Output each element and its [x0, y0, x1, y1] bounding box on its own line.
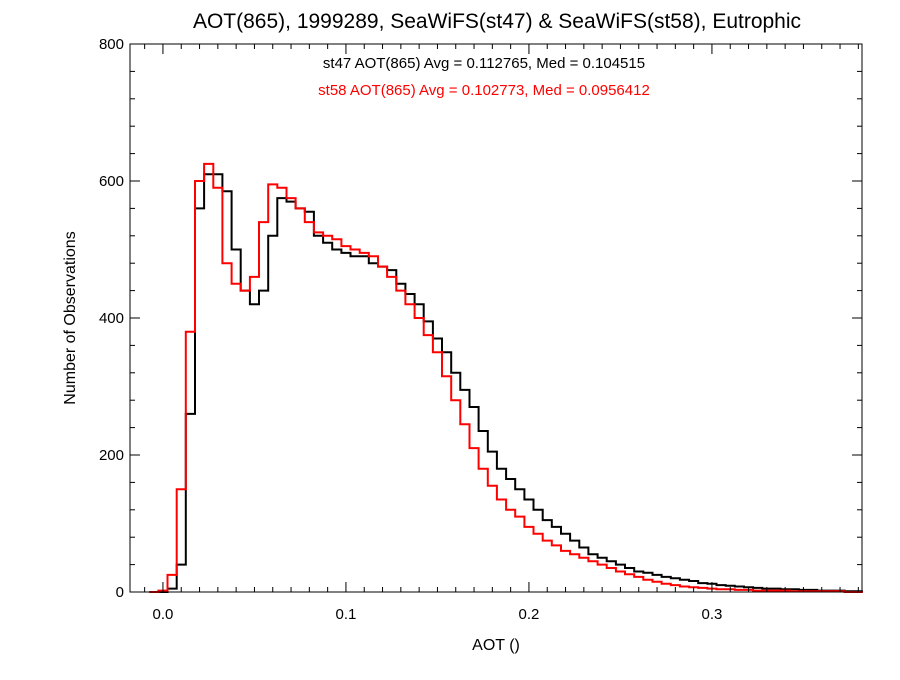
x-tick-label: 0.2: [519, 606, 540, 623]
annotation-st58: st58 AOT(865) Avg = 0.102773, Med = 0.09…: [318, 82, 650, 99]
plot-frame: [129, 43, 863, 593]
x-axis-label: AOT (): [472, 637, 520, 654]
chart-title: AOT(865), 1999289, SeaWiFS(st47) & SeaWi…: [193, 10, 801, 33]
x-tick-label: 0.1: [336, 606, 357, 623]
y-tick-label: 600: [99, 173, 124, 190]
y-tick-label: 0: [116, 584, 124, 601]
plot-area: 0.0 0.1 0.2 0.3 0 200 400 600 800: [99, 36, 863, 623]
x-tick-label: 0.3: [702, 606, 723, 623]
annotation-st47: st47 AOT(865) Avg = 0.112765, Med = 0.10…: [323, 55, 645, 72]
x-tick-label: 0.0: [153, 606, 174, 623]
y-tick-label: 800: [99, 36, 124, 53]
series-line-st47: [158, 173, 863, 593]
y-tick-label: 400: [99, 310, 124, 327]
series-line-st58: [149, 162, 863, 593]
y-tick-label: 200: [99, 447, 124, 464]
y-axis-label: Number of Observations: [62, 231, 79, 404]
